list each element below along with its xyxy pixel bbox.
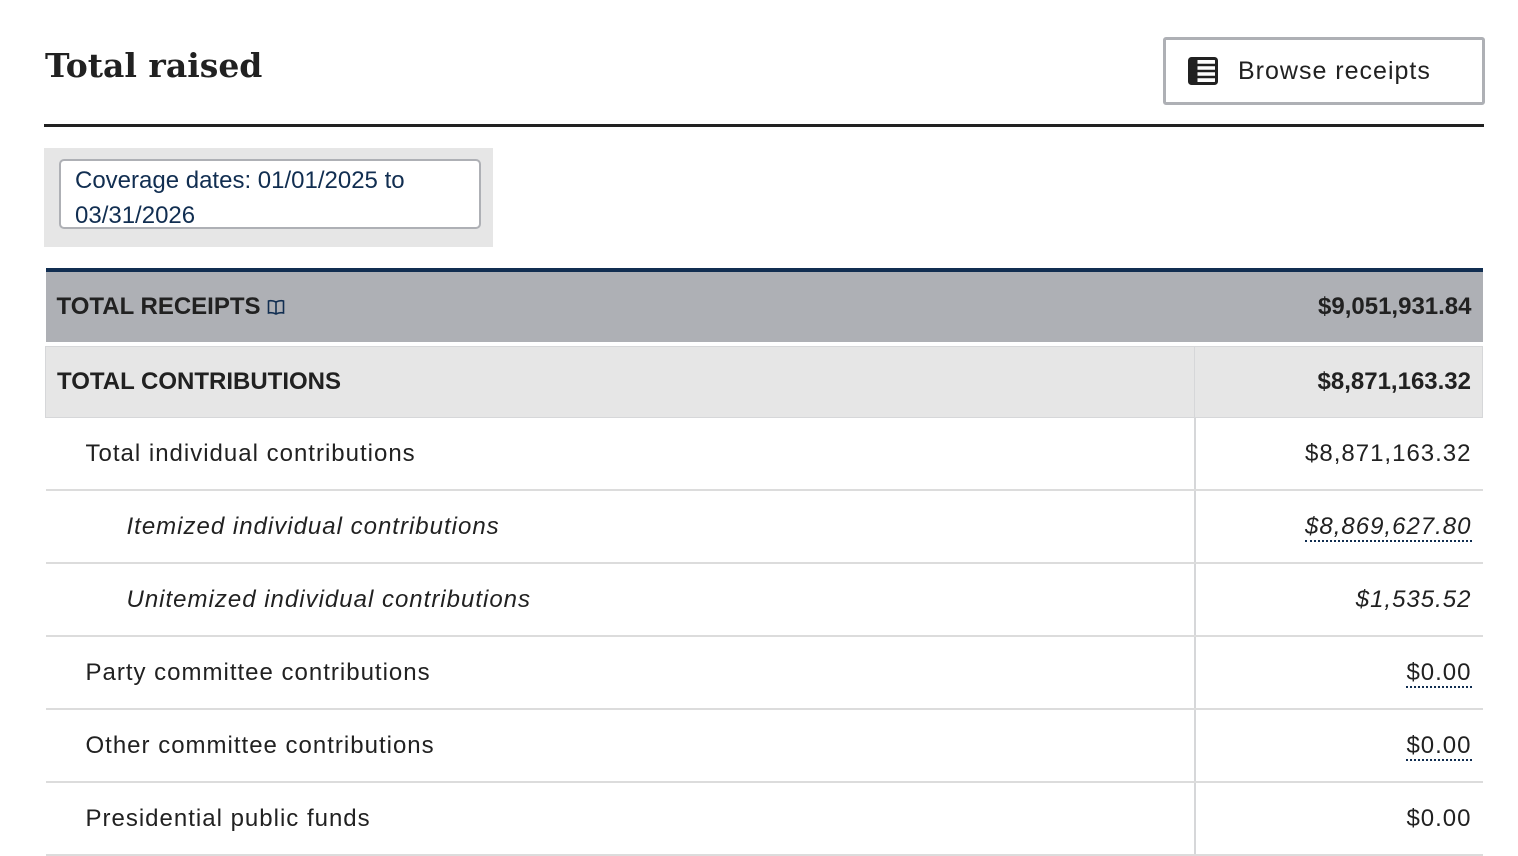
row-label: Total individual contributions [45, 417, 1195, 491]
table-row: Unitemized individual contributions $1,5… [45, 563, 1483, 637]
total-receipts-value: $9,051,931.84 [1194, 268, 1483, 342]
divider [44, 124, 1484, 127]
table-row: Presidential public funds $0.00 [45, 782, 1483, 856]
total-receipts-label: TOTAL RECEIPTS [56, 293, 261, 320]
row-label: Itemized individual contributions [45, 490, 1195, 564]
browse-receipts-label: Browse receipts [1238, 56, 1431, 85]
total-contributions-label: TOTAL CONTRIBUTIONS [45, 346, 1195, 418]
table-row: Other committee contributions $0.00 [45, 709, 1483, 783]
other-committee-contributions-link[interactable]: $0.00 [1406, 731, 1472, 761]
row-label: Presidential public funds [45, 782, 1195, 856]
row-label: Unitemized individual contributions [45, 563, 1195, 637]
coverage-dates-panel: Coverage dates: 01/01/2025 to 03/31/2026 [44, 148, 493, 247]
book-icon[interactable] [267, 299, 285, 315]
coverage-dates: Coverage dates: 01/01/2025 to 03/31/2026 [59, 159, 481, 229]
row-label: Other committee contributions [45, 709, 1195, 783]
table-icon [1188, 57, 1218, 85]
browse-receipts-button[interactable]: Browse receipts [1163, 37, 1485, 105]
row-value: $0.00 [1193, 782, 1483, 856]
total-receipts-row: TOTAL RECEIPTS $9,051,931.84 [45, 268, 1483, 342]
table-row: Total individual contributions $8,871,16… [45, 417, 1483, 491]
row-value: $8,871,163.32 [1193, 417, 1483, 491]
party-contributions-link[interactable]: $0.00 [1406, 658, 1472, 688]
total-contributions-row: TOTAL CONTRIBUTIONS $8,871,163.32 [45, 346, 1483, 418]
receipts-table: TOTAL RECEIPTS $9,051,931.84 TOTAL CONTR… [45, 268, 1483, 856]
row-value: $1,535.52 [1193, 563, 1483, 637]
section-title: Total raised [45, 46, 263, 85]
table-row: Party committee contributions $0.00 [45, 636, 1483, 710]
table-row: Itemized individual contributions $8,869… [45, 490, 1483, 564]
row-label: Party committee contributions [45, 636, 1195, 710]
itemized-contributions-link[interactable]: $8,869,627.80 [1305, 512, 1472, 542]
total-contributions-value: $8,871,163.32 [1194, 346, 1483, 418]
